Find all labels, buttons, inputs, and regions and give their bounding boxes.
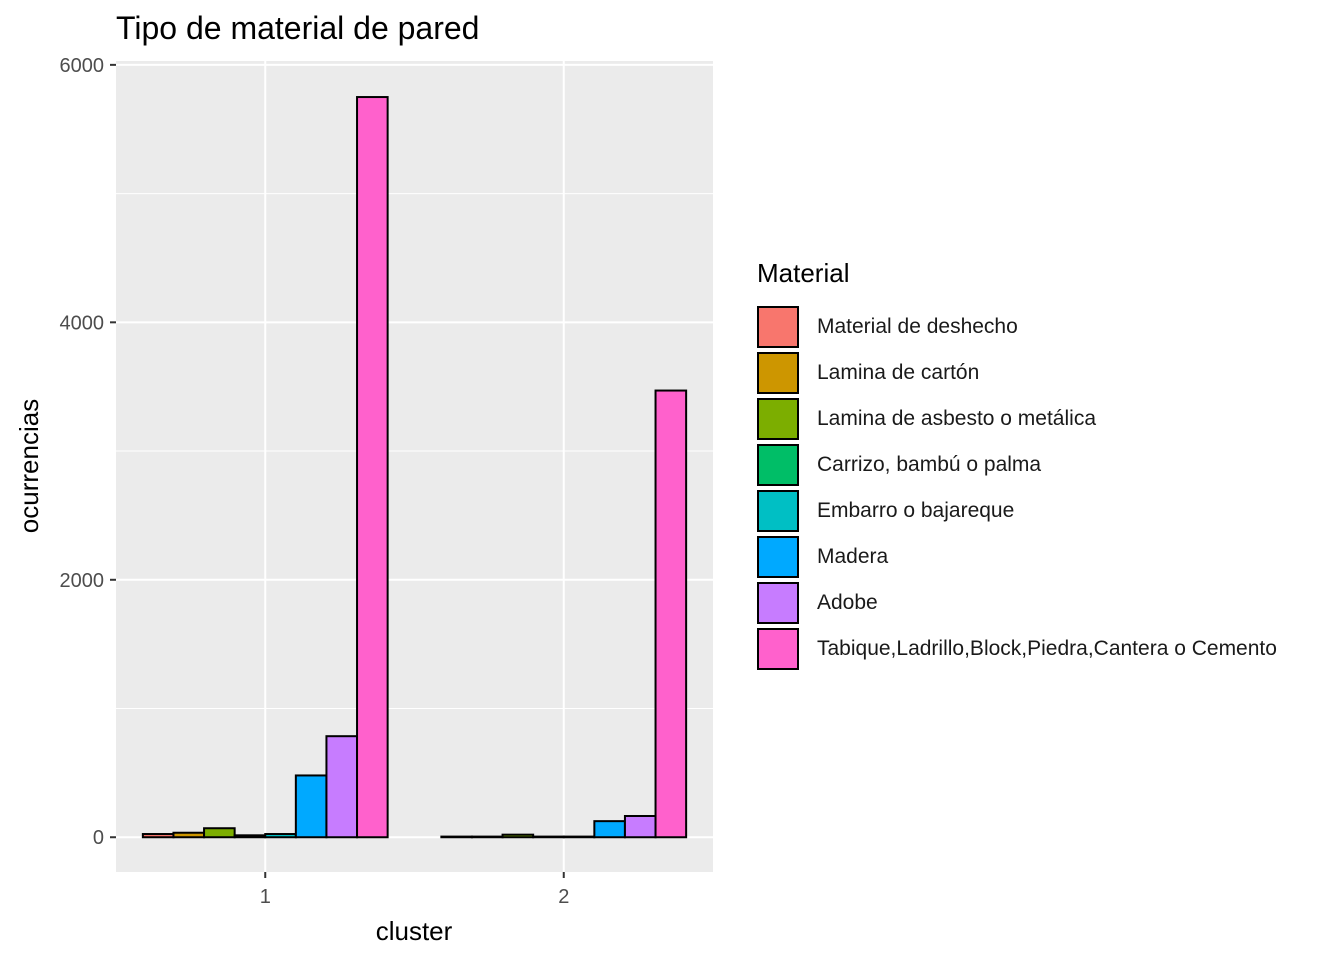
legend-item: Carrizo, bambú o palma — [757, 442, 1277, 488]
legend-item: Lamina de asbesto o metálica — [757, 396, 1277, 442]
y-tick-label: 4000 — [60, 312, 105, 334]
x-tick-label: 1 — [260, 886, 271, 908]
legend-item: Lamina de cartón — [757, 350, 1277, 396]
legend: Material Material de deshecho Lamina de c… — [757, 258, 1277, 672]
legend-items: Material de deshecho Lamina de cartón Lami… — [757, 304, 1277, 672]
bar — [233, 834, 267, 839]
legend-item: Adobe — [757, 580, 1277, 626]
legend-key — [757, 306, 799, 348]
legend-key — [757, 398, 799, 440]
legend-item: Madera — [757, 534, 1277, 580]
legend-item: Tabique,Ladrillo,Block,Piedra,Cantera o … — [757, 626, 1277, 672]
bar — [654, 389, 688, 839]
x-tick-label: 2 — [558, 886, 569, 908]
legend-label: Carrizo, bambú o palma — [817, 453, 1042, 476]
bar — [325, 735, 359, 839]
x-axis-label: cluster — [376, 916, 453, 946]
legend-key — [757, 628, 799, 670]
legend-label: Adobe — [817, 591, 878, 614]
y-axis-label: ocurrencias — [14, 399, 44, 533]
bar — [532, 835, 565, 839]
legend-key — [757, 536, 799, 578]
bar — [593, 820, 626, 839]
legend-key — [757, 582, 799, 624]
bar — [623, 815, 657, 839]
bar — [172, 831, 206, 839]
legend-item: Material de deshecho — [757, 304, 1277, 350]
minor-gridlines — [116, 193, 713, 710]
y-axis: 0 2000 4000 6000 — [60, 55, 116, 849]
bar — [264, 833, 297, 839]
bar — [501, 833, 535, 839]
y-tick-label: 2000 — [60, 570, 105, 592]
bar — [203, 827, 236, 839]
legend-label: Lamina de cartón — [817, 361, 980, 384]
bar — [440, 835, 473, 839]
legend-label: Embarro o bajareque — [817, 499, 1015, 522]
bar — [470, 835, 504, 839]
legend-key — [757, 352, 799, 394]
y-tick-label: 6000 — [60, 55, 105, 77]
bar — [356, 96, 389, 839]
legend-item: Embarro o bajareque — [757, 488, 1277, 534]
y-tick-label: 0 — [93, 827, 104, 849]
bar — [141, 833, 175, 839]
legend-label: Tabique,Ladrillo,Block,Piedra,Cantera o … — [817, 637, 1277, 660]
legend-title: Material — [757, 258, 850, 288]
legend-label: Madera — [817, 545, 889, 568]
plot-panel — [116, 61, 713, 872]
legend-label: Material de deshecho — [817, 315, 1018, 338]
chart-title: Tipo de material de pared — [116, 10, 480, 46]
bar — [294, 774, 328, 839]
legend-key — [757, 444, 799, 486]
bars — [141, 96, 688, 839]
legend-key — [757, 490, 799, 532]
legend-label: Lamina de asbesto o metálica — [817, 407, 1096, 430]
bar — [562, 835, 596, 839]
